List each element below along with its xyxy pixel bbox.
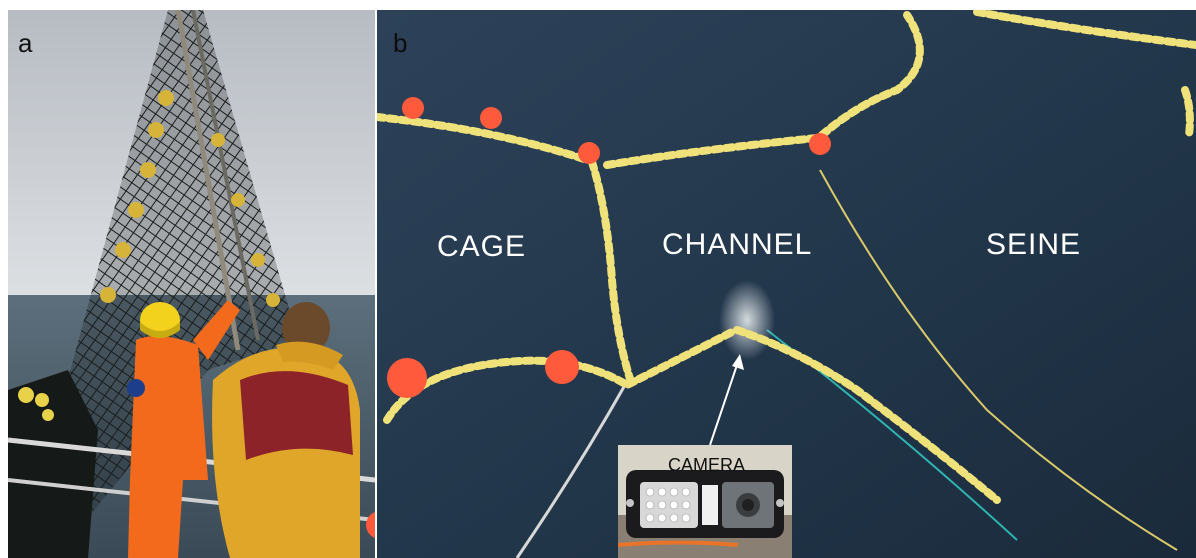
- deck-scene: [8, 10, 375, 558]
- boom-pole: [175, 10, 241, 351]
- camera-label: CAMERA: [668, 455, 746, 475]
- channel-label: CHANNEL: [662, 228, 813, 261]
- fisherman-yellow: [212, 302, 360, 558]
- panel-letter-a: a: [18, 28, 33, 58]
- seine-rope: [819, 169, 1178, 551]
- net-pile: [8, 370, 98, 558]
- fisherman-orange: [127, 300, 240, 558]
- panel-letter-b: b: [393, 28, 408, 58]
- marker-buoys: [387, 97, 831, 398]
- camera-arrow: [709, 354, 744, 446]
- net-floats: [100, 90, 280, 307]
- camera-housing: [618, 445, 792, 558]
- camera-light: [719, 280, 775, 360]
- hanging-net: [38, 10, 298, 530]
- camera-inset-photo: [618, 445, 792, 558]
- cage-label: CAGE: [437, 230, 527, 263]
- float-lines: [377, 10, 1196, 504]
- seine-label: SEINE: [986, 228, 1082, 261]
- photo-panel-a: [8, 10, 375, 558]
- tow-rope: [515, 384, 627, 558]
